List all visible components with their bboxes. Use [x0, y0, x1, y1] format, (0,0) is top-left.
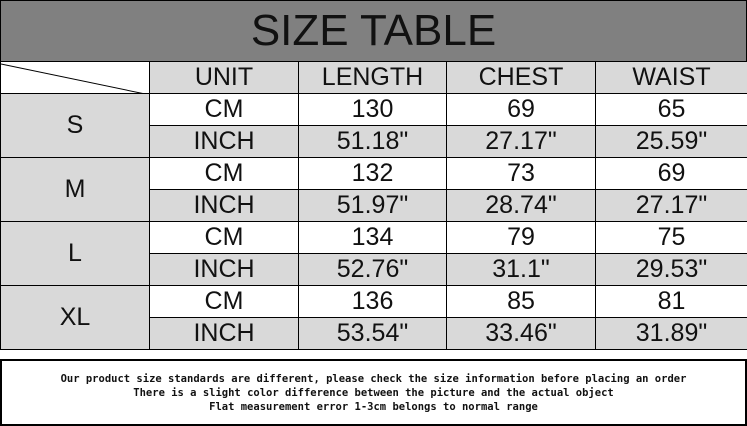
note: There is a slight color difference betwe…: [133, 386, 614, 399]
value-cell: 28.74": [446, 189, 596, 222]
unit-cell: INCH: [149, 317, 299, 350]
value-cell: 81: [595, 285, 747, 318]
value-cell: 73: [446, 157, 596, 190]
value-cell: 130: [298, 93, 447, 126]
table-row-cm: S CM 130 69 65: [0, 93, 747, 158]
size-label: S: [0, 93, 150, 158]
table-row-cm: L CM 134 79 75: [0, 221, 747, 286]
size-table: UNIT LENGTH CHEST WAIST S CM 130 69 65 INCH 51…: [0, 61, 747, 350]
value-cell: 51.97": [298, 189, 447, 222]
table-row-inch: INCH 51.97" 28.74" 27.17": [1, 189, 747, 222]
unit-cell: CM: [149, 93, 299, 126]
note: Our product size standards are different…: [60, 372, 687, 385]
value-cell: 69: [595, 157, 747, 190]
value-cell: 27.17": [446, 125, 596, 158]
value-cell: 52.76": [298, 253, 447, 286]
unit-cell: CM: [149, 221, 299, 254]
value-cell: 85: [446, 285, 596, 318]
unit-cell: INCH: [149, 125, 299, 158]
value-cell: 33.46": [446, 317, 596, 350]
value-cell: 69: [446, 93, 596, 126]
column-header: UNIT: [149, 61, 299, 94]
table-row-inch: INCH 52.76" 31.1" 29.53": [1, 253, 747, 286]
unit-cell: INCH: [149, 253, 299, 286]
table-row-cm: XL CM 136 85 81: [0, 285, 747, 350]
value-cell: 31.89": [595, 317, 747, 350]
value-cell: 29.53": [595, 253, 747, 286]
note: Flat measurement error 1-3cm belongs to …: [209, 400, 538, 413]
diagonal-corner-cell: [0, 61, 150, 94]
unit-cell: CM: [149, 157, 299, 190]
value-cell: 27.17": [595, 189, 747, 222]
column-header: LENGTH: [298, 61, 447, 94]
header-row: UNIT LENGTH CHEST WAIST: [0, 61, 747, 94]
size-label: L: [0, 221, 150, 286]
value-cell: 53.54": [298, 317, 447, 350]
value-cell: 79: [446, 221, 596, 254]
value-cell: 134: [298, 221, 447, 254]
value-cell: 51.18": [298, 125, 447, 158]
value-cell: 75: [595, 221, 747, 254]
column-header: WAIST: [595, 61, 747, 94]
value-cell: 136: [298, 285, 447, 318]
table-row-cm: M CM 132 73 69: [0, 157, 747, 222]
footer-notes: Our product size standards are different…: [0, 359, 747, 426]
unit-cell: INCH: [149, 189, 299, 222]
size-label: XL: [0, 285, 150, 350]
table-row-inch: INCH 53.54" 33.46" 31.89": [1, 317, 747, 350]
value-cell: 31.1": [446, 253, 596, 286]
value-cell: 132: [298, 157, 447, 190]
table-title: SIZE TABLE: [0, 0, 747, 62]
size-label: M: [0, 157, 150, 222]
table-row-inch: INCH 51.18" 27.17" 25.59": [1, 125, 747, 158]
value-cell: 65: [595, 93, 747, 126]
unit-cell: CM: [149, 285, 299, 318]
column-header: CHEST: [446, 61, 596, 94]
value-cell: 25.59": [595, 125, 747, 158]
